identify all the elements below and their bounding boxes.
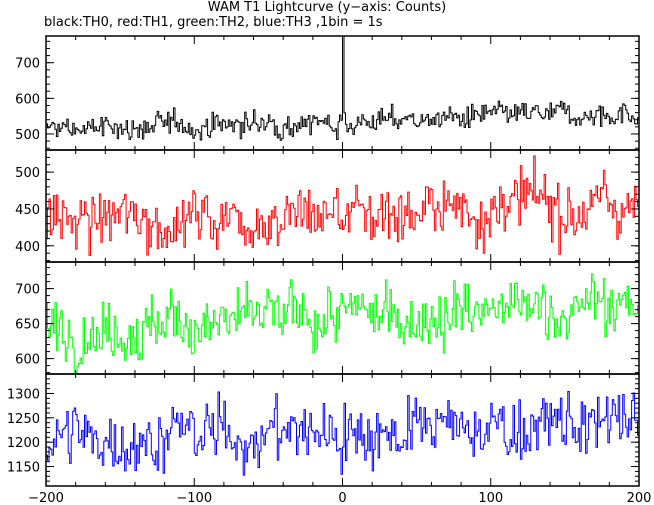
y-tick-label: 500: [15, 128, 40, 143]
chart-subtitle: black:TH0, red:TH1, green:TH2, blue:TH3 …: [44, 15, 383, 30]
y-tick-label: 700: [15, 57, 40, 72]
x-tick-label: 200: [627, 491, 652, 505]
y-tick-label: 500: [15, 166, 40, 181]
x-tick-label: 100: [478, 491, 503, 505]
y-tick-label: 1250: [7, 412, 40, 427]
y-tick-label: 650: [15, 318, 40, 333]
y-tick-label: 600: [15, 353, 40, 368]
y-tick-label: 450: [15, 203, 40, 218]
y-tick-label: 700: [15, 283, 40, 298]
y-tick-label: 1150: [7, 461, 40, 476]
y-tick-label: 1300: [7, 387, 40, 402]
chart-title: WAM T1 Lightcurve (y−axis: Counts): [207, 0, 447, 15]
series-line-th2: [46, 273, 639, 375]
series-line-th1: [46, 155, 639, 256]
x-tick-label: −200: [28, 491, 64, 505]
y-tick-label: 400: [15, 240, 40, 255]
x-tick-label: 0: [338, 491, 346, 505]
series-line-th0: [46, 35, 639, 141]
x-tick-label: −100: [176, 491, 212, 505]
panel-frame-th2: [45, 261, 640, 375]
series-line-th3: [46, 391, 639, 476]
y-tick-label: 600: [15, 92, 40, 107]
y-tick-label: 1200: [7, 436, 40, 451]
